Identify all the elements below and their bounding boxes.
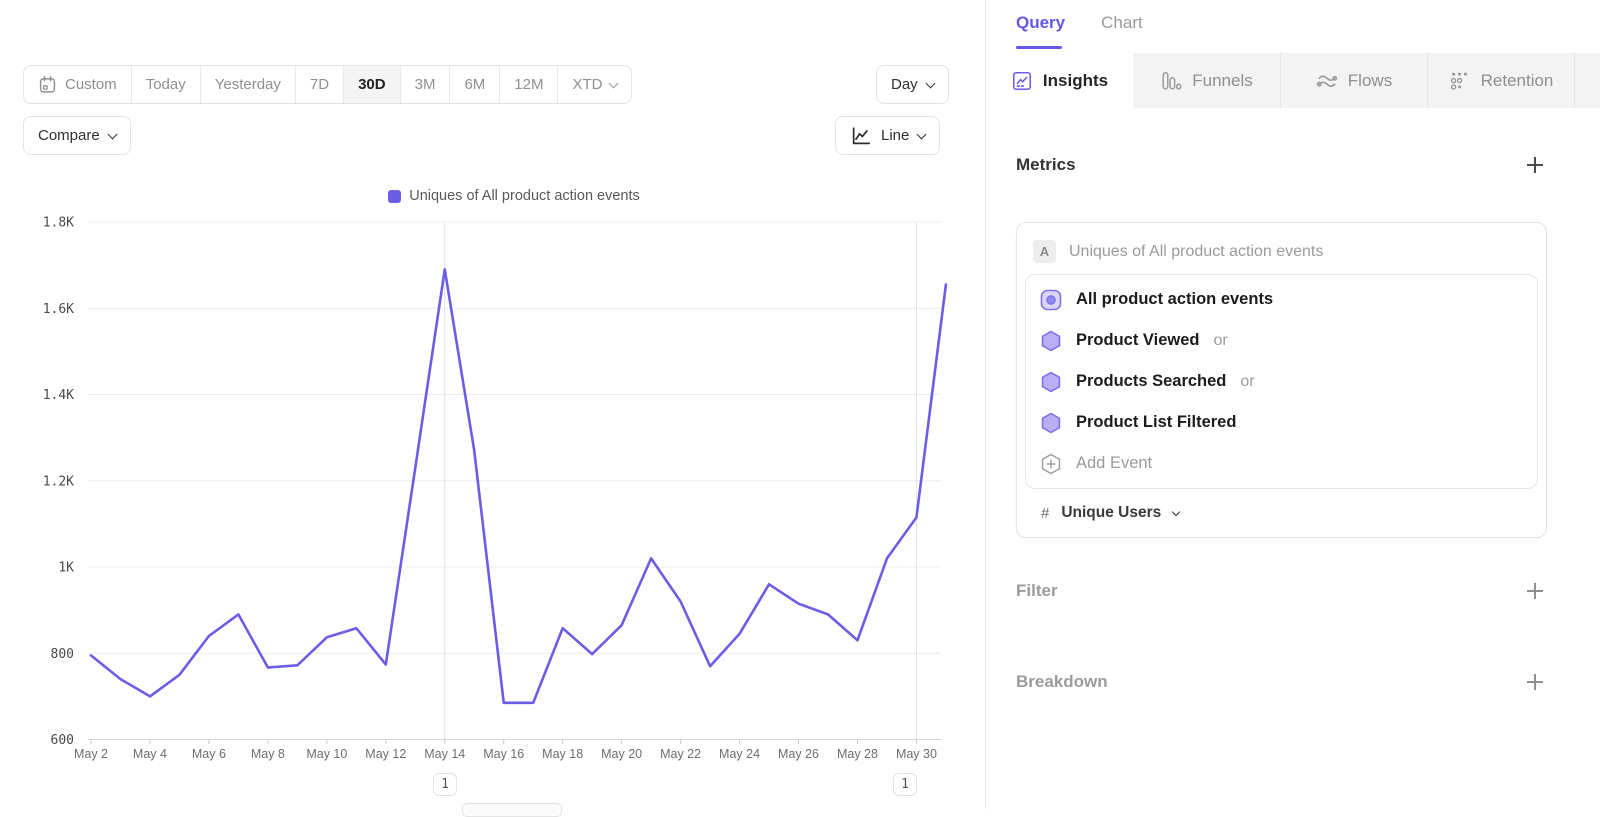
x-axis-tick-label: May 6 [192, 747, 226, 761]
query-panel: Query Chart Insights Funnels [985, 0, 1600, 809]
event-row-products-searched[interactable]: Products Searched or [1026, 361, 1537, 402]
line-chart[interactable]: 600 800 1K 1.2K 1.4K 1.6K 1.8K May 2 May 4 May 6 M… [0, 0, 985, 809]
event-or-operator: or [1213, 331, 1228, 349]
y-axis-tick-label: 1.4K [43, 388, 74, 403]
x-axis-tick-label: May 14 [424, 747, 465, 761]
y-axis-tick-label: 1.6K [43, 302, 74, 317]
date-range-6m[interactable]: 6M [450, 66, 501, 103]
x-axis-tick-label: May 26 [778, 747, 819, 761]
x-axis-tick-label: May 4 [133, 747, 167, 761]
date-range-control: Custom Today Yesterday 7D 30D 3M 6M 12M … [23, 65, 633, 104]
y-axis-tick-label: 1K [58, 561, 74, 576]
filter-section: Filter [1016, 581, 1544, 601]
add-event-hexagon-icon [1041, 453, 1061, 474]
event-row-product-viewed[interactable]: Product Viewed or [1026, 320, 1537, 361]
tab-chart[interactable]: Chart [1101, 13, 1143, 32]
legend-label: Uniques of All product action events [409, 188, 640, 204]
x-axis-tick-label: May 16 [483, 747, 524, 761]
date-range-3m[interactable]: 3M [401, 66, 451, 103]
series-line [89, 268, 948, 705]
report-type-tabs: Insights Funnels Flows [986, 53, 1600, 108]
date-range-today[interactable]: Today [132, 66, 201, 103]
date-range-custom[interactable]: Custom [24, 66, 132, 103]
y-axis-tick-label: 600 [51, 733, 74, 748]
date-range-30d-selected[interactable]: 30D [344, 66, 401, 103]
breakdown-title: Breakdown [1016, 672, 1108, 691]
active-tab-underline [1016, 46, 1062, 49]
x-axis-tick-label: May 10 [306, 747, 347, 761]
hash-icon: # [1041, 504, 1050, 522]
metric-summary-row[interactable]: A Uniques of All product action events [1025, 231, 1538, 274]
chevron-down-icon [1172, 507, 1181, 516]
retention-icon [1450, 72, 1467, 90]
calendar-icon [39, 75, 56, 93]
zoom-control-partial[interactable] [462, 803, 562, 817]
date-range-12m[interactable]: 12M [500, 66, 559, 103]
annotation-badge[interactable]: 1 [893, 773, 917, 796]
metrics-title: Metrics [1016, 155, 1076, 174]
add-filter-button[interactable] [1526, 582, 1544, 600]
measurement-dropdown[interactable]: # Unique Users [1025, 489, 1538, 529]
x-axis-tick-label: May 22 [660, 747, 701, 761]
date-range-label: Custom [65, 76, 117, 93]
tab-query[interactable]: Query [1016, 13, 1066, 32]
chart-panel: Custom Today Yesterday 7D 30D 3M 6M 12M … [0, 0, 985, 817]
tab-insights[interactable]: Insights [986, 53, 1133, 108]
x-axis-tick-label: May 18 [542, 747, 583, 761]
metrics-header: Metrics [1016, 155, 1544, 175]
y-axis-tick-label: 800 [51, 647, 74, 662]
funnels-icon [1162, 71, 1182, 90]
legend-swatch [388, 189, 402, 203]
chart-legend: Uniques of All product action events [88, 188, 940, 204]
event-row-product-list-filtered[interactable]: Product List Filtered [1026, 402, 1537, 443]
metric-summary-text: Uniques of All product action events [1069, 242, 1324, 260]
panel-top-tabs: Query Chart [1016, 13, 1143, 33]
add-event-button[interactable]: Add Event [1026, 443, 1537, 484]
event-hexagon-icon [1041, 371, 1061, 392]
x-axis-tick-label: May 2 [74, 747, 108, 761]
date-range-yesterday[interactable]: Yesterday [201, 66, 296, 103]
chart-type-dropdown[interactable]: Line [835, 116, 941, 155]
x-axis-tick-label: May 8 [251, 747, 285, 761]
line-chart-icon [852, 126, 871, 144]
custom-event-icon [1040, 289, 1062, 310]
y-axis-tick-label: 1.8K [43, 216, 74, 231]
add-breakdown-button[interactable] [1526, 673, 1544, 691]
date-range-7d[interactable]: 7D [296, 66, 345, 103]
x-axis-tick-label: May 24 [719, 747, 760, 761]
add-metric-button[interactable] [1526, 156, 1544, 174]
event-or-operator: or [1240, 372, 1255, 390]
compare-dropdown[interactable]: Compare [23, 116, 131, 155]
annotation-badge[interactable]: 1 [433, 773, 457, 796]
event-hexagon-icon [1041, 412, 1061, 433]
granularity-dropdown[interactable]: Day [876, 65, 949, 104]
flows-icon [1316, 75, 1338, 87]
insights-icon [1012, 71, 1031, 90]
filter-title: Filter [1016, 581, 1058, 600]
event-row-all-product-action-events[interactable]: All product action events [1026, 279, 1537, 320]
tab-retention[interactable]: Retention [1427, 53, 1574, 108]
x-axis-tick-label: May 12 [365, 747, 406, 761]
x-axis-tick-label: May 30 [896, 747, 937, 761]
event-list: All product action events Product Viewed… [1025, 274, 1538, 489]
x-axis-tick-label: May 20 [601, 747, 642, 761]
tab-strip-filler [1574, 53, 1600, 108]
y-axis-tick-label: 1.2K [43, 474, 74, 489]
date-range-xtd[interactable]: XTD [558, 66, 631, 103]
breakdown-section: Breakdown [1016, 672, 1544, 692]
tab-funnels[interactable]: Funnels [1133, 53, 1280, 108]
event-hexagon-icon [1041, 330, 1061, 351]
metric-card: A Uniques of All product action events A… [1016, 222, 1547, 538]
x-axis-tick-label: May 28 [837, 747, 878, 761]
tab-flows[interactable]: Flows [1280, 53, 1427, 108]
metric-letter-badge: A [1033, 240, 1056, 263]
